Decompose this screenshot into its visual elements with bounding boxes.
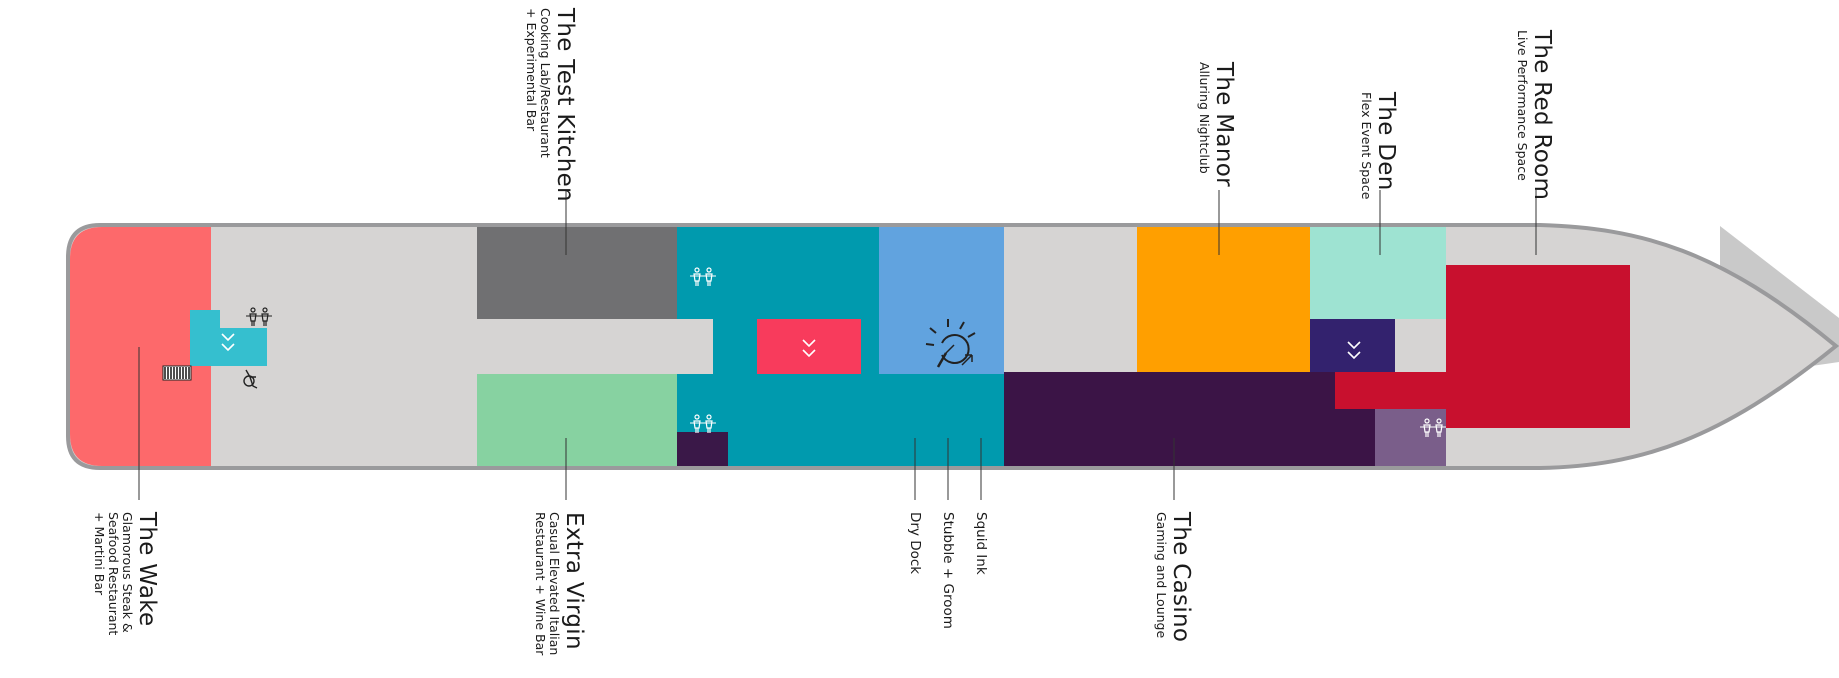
casino-description-1: Gaming and Lounge <box>1154 512 1169 639</box>
wake-title: The Wake <box>134 512 160 627</box>
test-kitchen-description-1: Cooking Lab/Restaurant <box>538 8 553 158</box>
den-label: The Den Flex Event Space <box>1359 92 1399 200</box>
stairs-icon <box>162 365 192 381</box>
casino-label: The Casino Gaming and Lounge <box>1154 512 1194 643</box>
test-kitchen-area[interactable] <box>477 227 677 319</box>
den-title: The Den <box>1373 92 1399 191</box>
wake-label: The Wake Glamorous Steak & Seafood Resta… <box>92 512 160 636</box>
extra-virgin-label: Extra Virgin Casual Elevated Italian Res… <box>533 512 587 656</box>
casino-extension[interactable] <box>1310 409 1375 466</box>
restroom-icon <box>246 307 272 326</box>
manor-title: The Manor <box>1211 62 1237 187</box>
extra-virgin-area[interactable] <box>477 374 677 466</box>
dry-dock-label: Dry Dock <box>907 512 923 575</box>
mauve-restroom-block <box>1375 409 1446 466</box>
restroom-icon <box>1420 418 1446 437</box>
teal-area-top[interactable] <box>677 227 879 319</box>
blue-venue[interactable] <box>879 227 1004 374</box>
dry-dock-title: Dry Dock <box>907 512 923 575</box>
dark-plum-block <box>677 432 728 466</box>
extra-virgin-description-1: Casual Elevated Italian <box>547 512 562 656</box>
test-kitchen-title: The Test Kitchen <box>552 8 578 202</box>
casino-area[interactable] <box>1004 372 1335 466</box>
test-kitchen-label: The Test Kitchen Cooking Lab/Restaurant … <box>524 8 578 202</box>
wake-description-3: + Martini Bar <box>92 512 107 596</box>
red-room-label: The Red Room Live Performance Space <box>1515 30 1555 201</box>
elevator-icon <box>802 339 816 358</box>
manor-area[interactable] <box>1137 227 1310 374</box>
wake-description-2: Seafood Restaurant <box>106 512 121 636</box>
den-description-1: Flex Event Space <box>1359 92 1374 200</box>
elevator-icon <box>221 333 235 352</box>
extra-virgin-description-2: Restaurant + Wine Bar <box>533 512 548 656</box>
extra-virgin-title: Extra Virgin <box>561 512 587 650</box>
manor-label: The Manor Alluring Nightclub <box>1197 62 1237 187</box>
tattoo-parlor-icon <box>925 319 976 368</box>
restroom-icon <box>690 267 716 286</box>
squid-ink-label: Squid Ink <box>973 512 989 575</box>
restroom-icon <box>690 414 716 433</box>
casino-title: The Casino <box>1168 512 1194 643</box>
test-kitchen-description-2: + Experimental Bar <box>524 8 539 132</box>
elevator-icon <box>1347 341 1361 360</box>
red-room-title: The Red Room <box>1529 30 1555 201</box>
wake-area[interactable] <box>70 227 211 466</box>
red-room-area[interactable] <box>1446 265 1630 428</box>
stubble-groom-title: Stubble + Groom <box>940 512 956 629</box>
teal-area-bottom[interactable] <box>677 374 1004 466</box>
wheelchair-icon <box>243 369 258 389</box>
aqua-stair-block <box>190 310 267 366</box>
red-room-extension[interactable] <box>1335 372 1446 409</box>
wake-description-1: Glamorous Steak & <box>120 512 135 633</box>
red-room-description-1: Live Performance Space <box>1515 30 1530 181</box>
squid-ink-title: Squid Ink <box>973 512 989 575</box>
manor-description-1: Alluring Nightclub <box>1197 62 1212 174</box>
den-area[interactable] <box>1310 227 1446 319</box>
stubble-groom-label: Stubble + Groom <box>940 512 956 629</box>
leader-lines <box>138 190 1537 500</box>
